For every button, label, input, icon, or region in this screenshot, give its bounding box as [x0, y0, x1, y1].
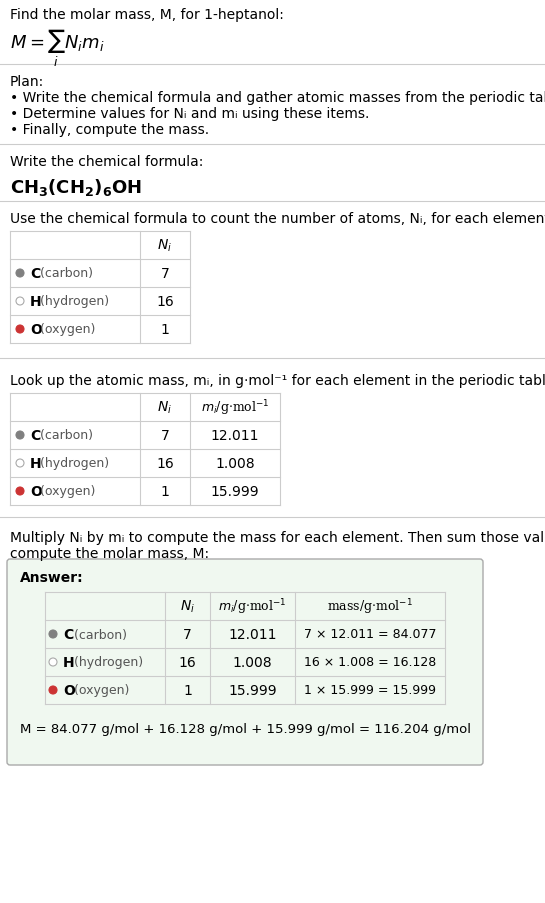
Circle shape	[16, 460, 24, 468]
Circle shape	[16, 326, 24, 333]
Text: (oxygen): (oxygen)	[70, 684, 129, 697]
Text: Use the chemical formula to count the number of atoms, Nᵢ, for each element:: Use the chemical formula to count the nu…	[10, 212, 545, 226]
Text: 16 × 1.008 = 16.128: 16 × 1.008 = 16.128	[304, 656, 436, 669]
Text: 15.999: 15.999	[228, 684, 277, 697]
Text: 12.011: 12.011	[228, 628, 277, 641]
Text: • Determine values for Nᵢ and mᵢ using these items.: • Determine values for Nᵢ and mᵢ using t…	[10, 107, 370, 121]
FancyBboxPatch shape	[7, 559, 483, 765]
Text: Answer:: Answer:	[20, 571, 83, 584]
Text: 16: 16	[156, 457, 174, 470]
Text: $N_i$: $N_i$	[158, 399, 173, 415]
Text: (hydrogen): (hydrogen)	[37, 457, 110, 470]
Circle shape	[49, 630, 57, 638]
Text: • Write the chemical formula and gather atomic masses from the periodic table.: • Write the chemical formula and gather …	[10, 91, 545, 105]
Text: O: O	[63, 684, 75, 697]
Text: M = 84.077 g/mol + 16.128 g/mol + 15.999 g/mol = 116.204 g/mol: M = 84.077 g/mol + 16.128 g/mol + 15.999…	[20, 722, 470, 735]
Circle shape	[16, 298, 24, 305]
Text: Plan:: Plan:	[10, 75, 44, 88]
Text: Multiply Nᵢ by mᵢ to compute the mass for each element. Then sum those values to: Multiply Nᵢ by mᵢ to compute the mass fo…	[10, 530, 545, 545]
Text: 15.999: 15.999	[211, 485, 259, 498]
Text: C: C	[63, 628, 73, 641]
Text: $M = \sum_{i} N_i m_i$: $M = \sum_{i} N_i m_i$	[10, 28, 105, 70]
Text: 16: 16	[179, 656, 196, 669]
Text: (carbon): (carbon)	[37, 267, 94, 280]
Text: (oxygen): (oxygen)	[37, 323, 96, 336]
Text: 1 × 15.999 = 15.999: 1 × 15.999 = 15.999	[304, 684, 436, 697]
Text: $N_i$: $N_i$	[180, 598, 195, 615]
Text: 7: 7	[161, 429, 169, 442]
Text: O: O	[30, 322, 42, 337]
Circle shape	[16, 432, 24, 440]
Text: H: H	[30, 457, 41, 470]
Text: 1.008: 1.008	[215, 457, 255, 470]
Text: C: C	[30, 429, 40, 442]
Text: (hydrogen): (hydrogen)	[70, 656, 143, 669]
Text: Look up the atomic mass, mᵢ, in g·mol⁻¹ for each element in the periodic table:: Look up the atomic mass, mᵢ, in g·mol⁻¹ …	[10, 374, 545, 387]
Text: $N_i$: $N_i$	[158, 237, 173, 254]
Text: (carbon): (carbon)	[70, 628, 126, 641]
Text: $m_i$/g$\cdot$mol$^{-1}$: $m_i$/g$\cdot$mol$^{-1}$	[201, 397, 269, 417]
Text: O: O	[30, 485, 42, 498]
Text: (oxygen): (oxygen)	[37, 485, 96, 498]
Text: mass/g$\cdot$mol$^{-1}$: mass/g$\cdot$mol$^{-1}$	[327, 597, 413, 616]
Text: $\mathregular{CH_3(CH_2)_6OH}$: $\mathregular{CH_3(CH_2)_6OH}$	[10, 177, 142, 198]
Text: 7 × 12.011 = 84.077: 7 × 12.011 = 84.077	[304, 628, 436, 641]
Circle shape	[16, 488, 24, 496]
Text: H: H	[63, 656, 75, 669]
Circle shape	[16, 270, 24, 278]
Text: C: C	[30, 266, 40, 281]
Circle shape	[49, 658, 57, 666]
Text: 7: 7	[183, 628, 192, 641]
Text: • Finally, compute the mass.: • Finally, compute the mass.	[10, 123, 209, 137]
Text: compute the molar mass, M:: compute the molar mass, M:	[10, 546, 209, 561]
Text: 1: 1	[183, 684, 192, 697]
Text: 7: 7	[161, 266, 169, 281]
Text: 1: 1	[161, 485, 169, 498]
Text: (carbon): (carbon)	[37, 429, 94, 442]
Text: 1.008: 1.008	[233, 656, 272, 669]
Text: (hydrogen): (hydrogen)	[37, 295, 110, 308]
Text: $m_i$/g$\cdot$mol$^{-1}$: $m_i$/g$\cdot$mol$^{-1}$	[218, 597, 287, 616]
Text: H: H	[30, 294, 41, 309]
Text: 1: 1	[161, 322, 169, 337]
Text: Find the molar mass, M, for 1-heptanol:: Find the molar mass, M, for 1-heptanol:	[10, 8, 284, 22]
Circle shape	[49, 686, 57, 694]
Text: Write the chemical formula:: Write the chemical formula:	[10, 154, 203, 169]
Text: 16: 16	[156, 294, 174, 309]
Text: 12.011: 12.011	[211, 429, 259, 442]
